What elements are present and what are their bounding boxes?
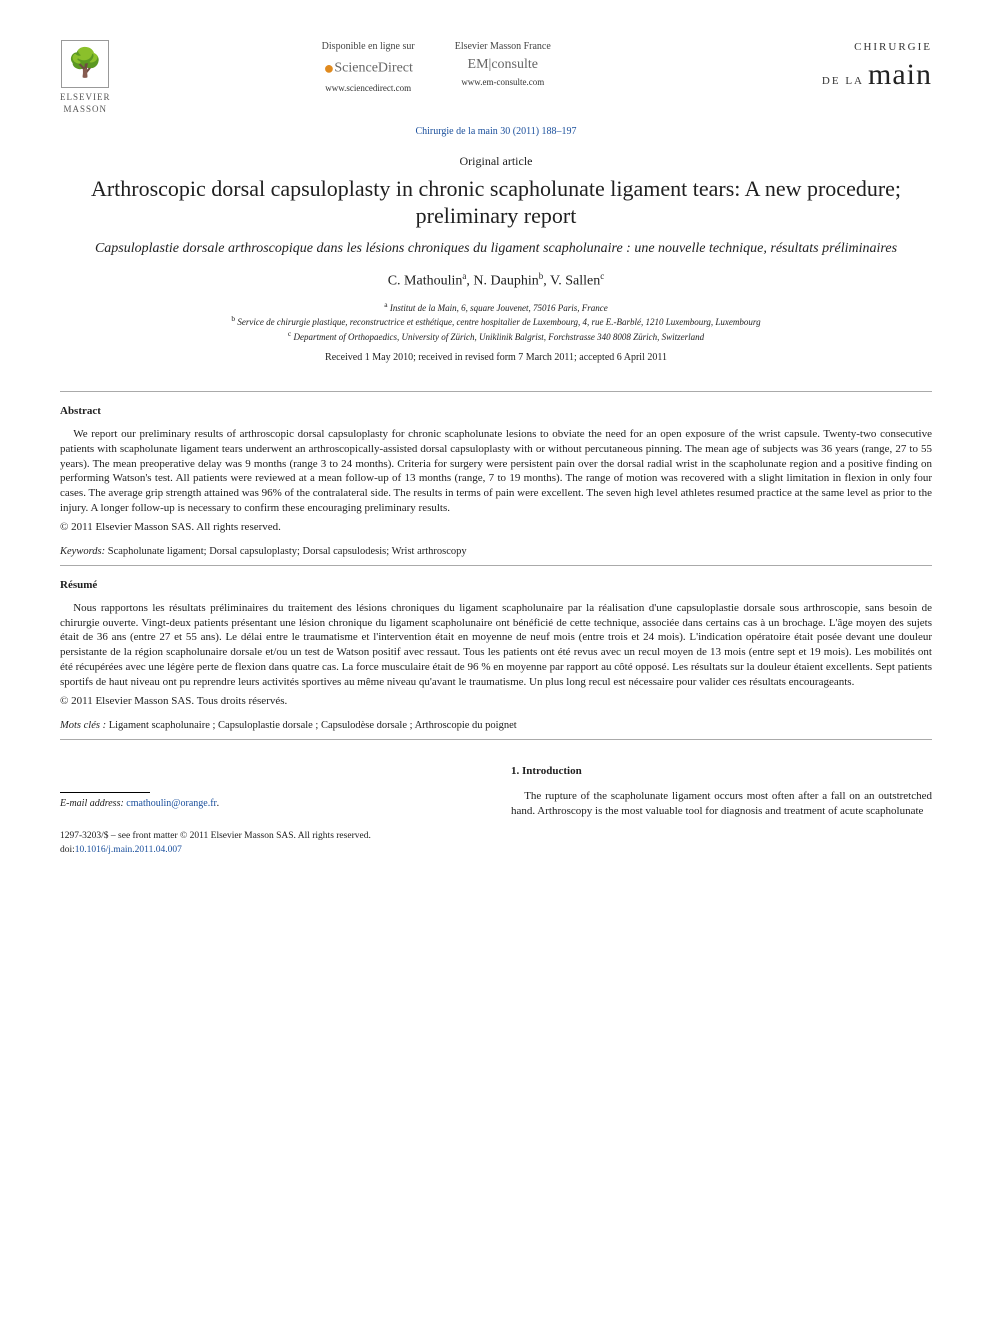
journal-main-line: DE LA main bbox=[762, 55, 932, 96]
author-1-sup: a bbox=[462, 271, 466, 281]
email-link[interactable]: cmathoulin@orange.fr bbox=[126, 798, 217, 809]
motscles-text: Ligament scapholunaire ; Capsuloplastie … bbox=[109, 720, 517, 731]
affiliation-b: b Service de chirurgie plastique, recons… bbox=[60, 314, 932, 329]
affiliation-c-text: Department of Orthopaedics, University o… bbox=[293, 332, 704, 342]
author-2-sup: b bbox=[539, 271, 544, 281]
header-links: Disponible en ligne sur ●ScienceDirect w… bbox=[111, 40, 763, 94]
affiliation-a: a Institut de la Main, 6, square Jouvene… bbox=[60, 300, 932, 315]
footer-line1: 1297-3203/$ – see front matter © 2011 El… bbox=[60, 830, 932, 843]
article-dates: Received 1 May 2010; received in revised… bbox=[60, 351, 932, 365]
author-3-sup: c bbox=[600, 271, 604, 281]
article-type: Original article bbox=[60, 153, 932, 169]
left-column: E-mail address: cmathoulin@orange.fr. bbox=[60, 764, 481, 819]
divider-bottom bbox=[60, 739, 932, 740]
journal-small: CHIRURGIE bbox=[762, 40, 932, 55]
authors: C. Mathoulina, N. Dauphinb, V. Sallenc bbox=[60, 270, 932, 292]
header: 🌳 ELSEVIER MASSON Disponible en ligne su… bbox=[60, 40, 932, 115]
publisher-logo: 🌳 ELSEVIER MASSON bbox=[60, 40, 111, 115]
abstract-copyright: © 2011 Elsevier Masson SAS. All rights r… bbox=[60, 520, 932, 535]
author-3: V. Sallen bbox=[550, 274, 600, 289]
em-brand-prefix: EM bbox=[468, 57, 489, 72]
footer-meta: 1297-3203/$ – see front matter © 2011 El… bbox=[60, 830, 932, 857]
divider-top bbox=[60, 391, 932, 392]
sd-brand-suffix: Direct bbox=[378, 60, 413, 75]
author-2: N. Dauphin bbox=[473, 274, 538, 289]
sd-url[interactable]: www.sciencedirect.com bbox=[322, 82, 415, 94]
resume-body: Nous rapportons les résultats préliminai… bbox=[60, 601, 932, 690]
em-top-text: Elsevier Masson France bbox=[455, 40, 551, 54]
intro-body: The rupture of the scapholunate ligament… bbox=[511, 789, 932, 819]
affiliation-b-text: Service de chirurgie plastique, reconstr… bbox=[237, 317, 760, 327]
emconsulte-block: Elsevier Masson France EM|consulte www.e… bbox=[455, 40, 551, 94]
author-1: C. Mathoulin bbox=[388, 274, 463, 289]
em-brand-suffix: consulte bbox=[491, 57, 538, 72]
sciencedirect-block: Disponible en ligne sur ●ScienceDirect w… bbox=[322, 40, 415, 94]
journal-prefix: DE LA bbox=[822, 75, 864, 87]
email-label: E-mail address: bbox=[60, 798, 124, 809]
abstract-keywords: Keywords: Scapholunate ligament; Dorsal … bbox=[60, 545, 932, 559]
em-url[interactable]: www.em-consulte.com bbox=[455, 76, 551, 88]
resume-label: Résumé bbox=[60, 578, 932, 593]
resume-keywords: Mots clés : Ligament scapholunaire ; Cap… bbox=[60, 719, 932, 733]
journal-big: main bbox=[868, 58, 932, 91]
journal-logo: CHIRURGIE DE LA main bbox=[762, 40, 932, 95]
keywords-label: Keywords: bbox=[60, 546, 105, 557]
right-column: 1. Introduction The rupture of the scaph… bbox=[511, 764, 932, 819]
emconsulte-brand: EM|consulte bbox=[455, 56, 551, 75]
article-title: Arthroscopic dorsal capsuloplasty in chr… bbox=[60, 175, 932, 230]
resume-copyright: © 2011 Elsevier Masson SAS. Tous droits … bbox=[60, 694, 932, 709]
sciencedirect-brand: ●ScienceDirect bbox=[322, 56, 415, 80]
footnote-rule bbox=[60, 792, 150, 793]
email-footnote: E-mail address: cmathoulin@orange.fr. bbox=[60, 797, 481, 811]
citation-link[interactable]: Chirurgie de la main 30 (2011) 188–197 bbox=[415, 126, 576, 137]
sd-dot-icon: ● bbox=[324, 58, 335, 78]
elsevier-tree-icon: 🌳 bbox=[61, 40, 109, 88]
abstract-label: Abstract bbox=[60, 404, 932, 419]
citation: Chirurgie de la main 30 (2011) 188–197 bbox=[60, 125, 932, 139]
doi-link[interactable]: 10.1016/j.main.2011.04.007 bbox=[75, 845, 182, 855]
publisher-name-1: ELSEVIER bbox=[60, 91, 111, 103]
keywords-text: Scapholunate ligament; Dorsal capsulopla… bbox=[108, 546, 467, 557]
affiliation-c: c Department of Orthopaedics, University… bbox=[60, 329, 932, 344]
affiliation-a-text: Institut de la Main, 6, square Jouvenet,… bbox=[390, 303, 608, 313]
motscles-label: Mots clés : bbox=[60, 720, 106, 731]
publisher-name-2: MASSON bbox=[63, 103, 107, 115]
intro-heading: 1. Introduction bbox=[511, 764, 932, 779]
sd-brand-prefix: Science bbox=[334, 60, 378, 75]
article-subtitle: Capsuloplastie dorsale arthroscopique da… bbox=[60, 240, 932, 258]
sd-top-text: Disponible en ligne sur bbox=[322, 40, 415, 54]
doi-label: doi: bbox=[60, 845, 75, 855]
divider-mid bbox=[60, 565, 932, 566]
abstract-body: We report our preliminary results of art… bbox=[60, 427, 932, 516]
affiliations: a Institut de la Main, 6, square Jouvene… bbox=[60, 300, 932, 344]
two-column-body: E-mail address: cmathoulin@orange.fr. 1.… bbox=[60, 764, 932, 819]
footer-doi: doi:10.1016/j.main.2011.04.007 bbox=[60, 844, 932, 857]
